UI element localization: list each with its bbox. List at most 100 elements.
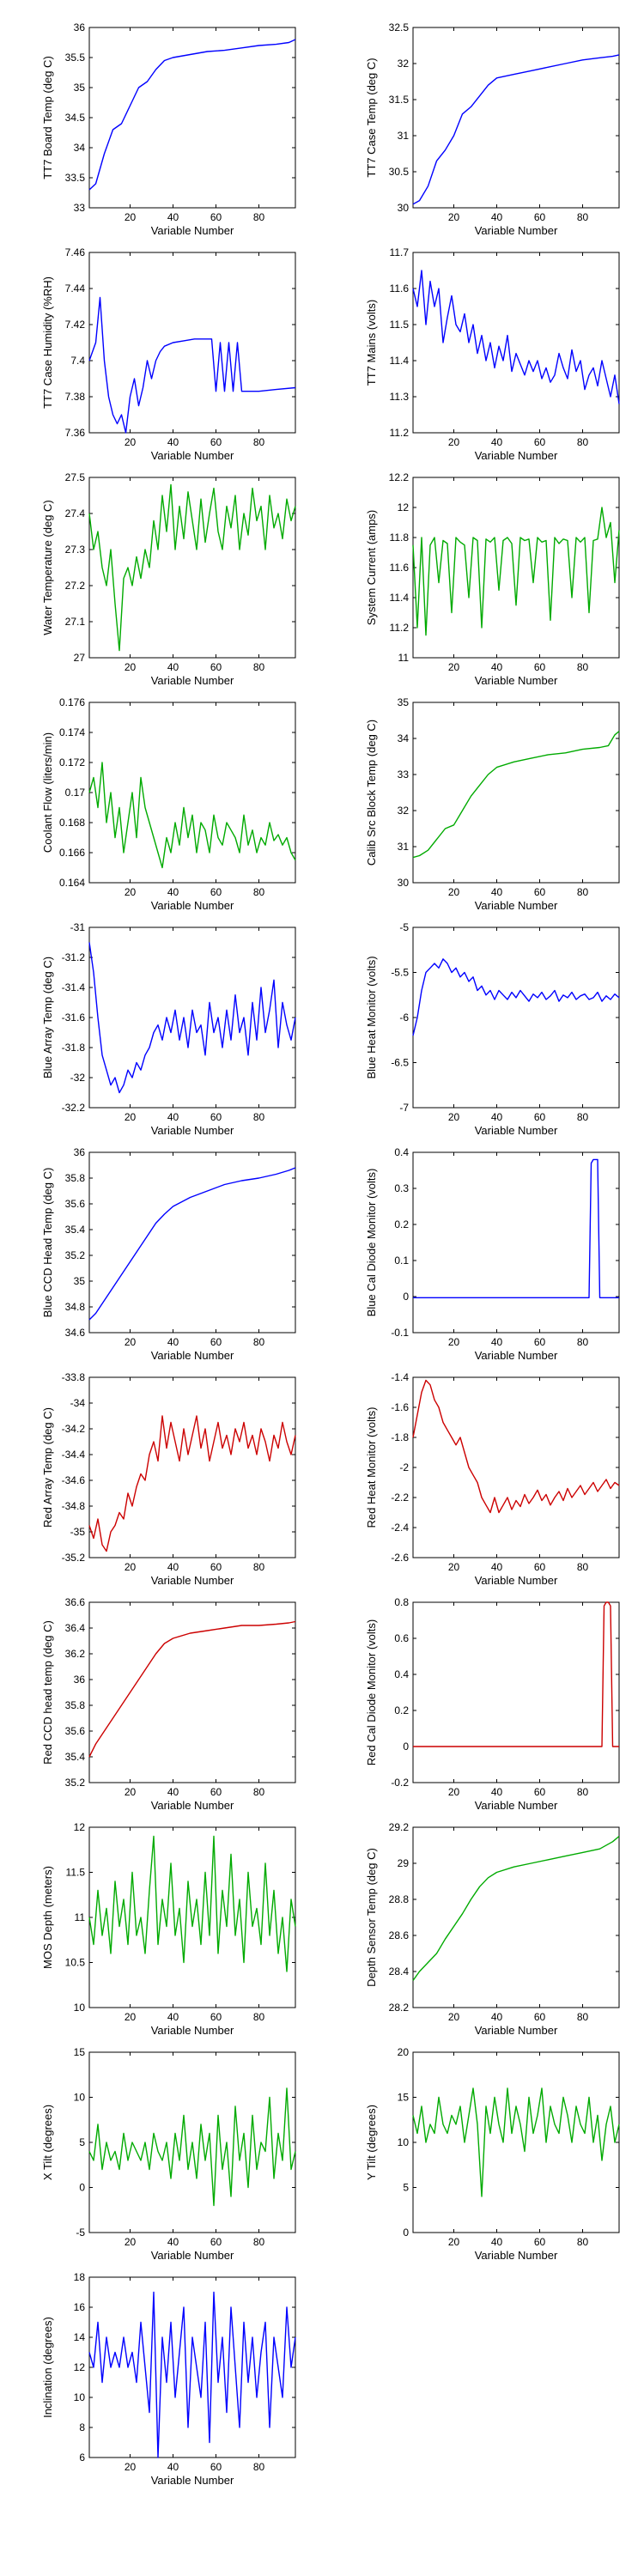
- y-tick-label: 34.8: [65, 1301, 86, 1313]
- y-tick-label: -0.2: [391, 1777, 409, 1789]
- y-axis-label: Red Heat Monitor (volts): [365, 1407, 378, 1528]
- series-line: [412, 507, 620, 636]
- x-tick-label: 20: [125, 1786, 137, 1798]
- y-tick-label: 11: [398, 652, 410, 664]
- y-tick-label: -6: [399, 1012, 409, 1024]
- y-tick-label: 11: [75, 1911, 86, 1923]
- y-tick-label: -31: [70, 921, 86, 933]
- y-axis-label: Y Tilt (degrees): [365, 2105, 378, 2180]
- y-tick-label: 7.44: [65, 283, 86, 295]
- y-tick-label: 11.4: [390, 355, 410, 367]
- chart-panel-20: 20 40 60 80 0 5 10 15 20 Variable Number Y Tilt (d…: [365, 2046, 620, 2262]
- y-tick-label: -35.2: [62, 1552, 86, 1564]
- y-tick-label: -1.6: [391, 1401, 409, 1413]
- x-tick-label: 60: [210, 886, 222, 898]
- y-tick-label: 11.4: [390, 592, 410, 604]
- x-axis-label: Variable Number: [151, 1574, 234, 1587]
- y-tick-label: 27.2: [65, 580, 86, 592]
- y-tick-label: 7.4: [70, 355, 85, 367]
- y-tick-label: -35: [70, 1526, 86, 1538]
- x-axis-label: Variable Number: [151, 1799, 234, 1812]
- x-tick-label: 80: [577, 2236, 589, 2248]
- x-tick-label: 20: [125, 1561, 137, 1573]
- y-tick-label: 0.2: [394, 1218, 409, 1230]
- y-tick-label: 11.5: [66, 1867, 86, 1879]
- plot-area: [412, 1826, 620, 2008]
- y-tick-label: 30: [398, 877, 410, 889]
- chart-panel-4: 20 40 60 80 11.2 11.3 11.4 11.5 11.6 11.7 Variable…: [365, 246, 620, 462]
- y-tick-label: -2.2: [391, 1492, 409, 1504]
- y-tick-label: 35: [74, 82, 86, 94]
- chart-panel-3: 20 40 60 80 7.36 7.38 7.4 7.42 7.44 7.46 Variable …: [41, 246, 296, 462]
- y-tick-label: 0.4: [394, 1668, 409, 1680]
- y-axis-label: Red CCD head temp (deg C): [41, 1620, 54, 1765]
- y-tick-label: 5: [403, 2182, 409, 2194]
- x-tick-label: 40: [167, 1786, 179, 1798]
- y-tick-label: 15: [398, 2092, 410, 2104]
- y-tick-label: 35.8: [65, 1172, 86, 1184]
- x-axis-label: Variable Number: [151, 2024, 234, 2037]
- plot-area: [88, 1826, 296, 2008]
- plot-area: [88, 702, 296, 884]
- y-tick-label: 11.6: [390, 562, 410, 574]
- y-tick-label: 27: [74, 652, 86, 664]
- y-tick-label: 0: [403, 1291, 409, 1303]
- series-line: [88, 1620, 296, 1758]
- y-tick-label: 35.2: [65, 1777, 86, 1789]
- y-axis-label: MOS Depth (meters): [41, 1866, 54, 1969]
- y-tick-label: 10.5: [65, 1957, 86, 1969]
- y-tick-label: 27.3: [65, 544, 86, 556]
- y-tick-label: 5: [79, 2136, 85, 2148]
- x-tick-label: 60: [534, 436, 546, 448]
- plot-area: [412, 927, 620, 1109]
- chart-panel-14: 20 40 60 80 -2.6 -2.4 -2.2 -2 -1.8 -1.6 -1.4 Variab…: [365, 1371, 620, 1587]
- series-line: [412, 270, 620, 404]
- y-tick-label: 35.2: [65, 1249, 86, 1261]
- x-axis-label: Variable Number: [151, 899, 234, 912]
- series-line: [88, 1167, 296, 1321]
- y-tick-label: -1.4: [391, 1371, 409, 1383]
- x-tick-label: 20: [125, 1111, 137, 1123]
- x-axis-label: Variable Number: [475, 1124, 558, 1137]
- y-tick-label: 31: [398, 130, 410, 142]
- y-tick-label: 12.2: [389, 471, 410, 483]
- y-tick-label: 36: [74, 1674, 86, 1686]
- chart-panel-15: 20 40 60 80 35.2 35.4 35.6 35.8 36 36.2 36.4 36.6 Va…: [41, 1596, 296, 1812]
- series-line: [88, 296, 296, 434]
- x-tick-label: 20: [448, 2236, 460, 2248]
- y-tick-label: -6.5: [391, 1057, 409, 1069]
- y-tick-label: 0.166: [59, 847, 85, 859]
- x-tick-label: 80: [577, 436, 589, 448]
- y-tick-label: -31.8: [62, 1042, 86, 1054]
- y-tick-label: 0.17: [65, 787, 86, 799]
- x-tick-label: 20: [125, 2236, 137, 2248]
- plot-area: [412, 1376, 620, 1558]
- y-tick-label: 27.5: [65, 471, 86, 483]
- x-axis-label: Variable Number: [475, 899, 558, 912]
- y-tick-label: 28.6: [389, 1929, 410, 1941]
- plot-area: [88, 1151, 296, 1334]
- x-tick-label: 60: [534, 2011, 546, 2023]
- y-tick-label: 11.8: [390, 532, 410, 544]
- y-tick-label: 35.6: [65, 1198, 86, 1210]
- x-tick-label: 40: [167, 2011, 179, 2023]
- y-tick-label: 35.5: [65, 52, 86, 64]
- y-tick-label: -31.2: [62, 951, 86, 963]
- y-tick-label: 31.5: [389, 94, 410, 106]
- x-tick-label: 60: [210, 2461, 222, 2473]
- x-axis-label: Variable Number: [475, 2249, 558, 2262]
- x-tick-label: 60: [534, 1111, 546, 1123]
- y-tick-label: 34.6: [65, 1327, 86, 1339]
- y-tick-label: 0.2: [394, 1704, 409, 1716]
- chart-panel-6: 20 40 60 80 11 11.2 11.4 11.6 11.8 12 12.2 Variable…: [365, 471, 620, 687]
- chart-panel-21: 20 40 60 80 6 8 10 12 14 16 18 Variable Number Incli…: [41, 2271, 296, 2487]
- series-line: [88, 1415, 296, 1552]
- series-line: [412, 2087, 620, 2197]
- y-tick-label: 30: [398, 202, 410, 214]
- y-tick-label: 12: [74, 1821, 86, 1833]
- x-tick-label: 80: [253, 661, 265, 673]
- y-tick-label: -1.8: [391, 1431, 409, 1443]
- chart-panel-11: 20 40 60 80 34.6 34.8 35 35.2 35.4 35.6 35.8 36 Vari…: [41, 1146, 296, 1362]
- y-tick-label: 36.4: [65, 1622, 86, 1634]
- plot-area: [412, 252, 620, 434]
